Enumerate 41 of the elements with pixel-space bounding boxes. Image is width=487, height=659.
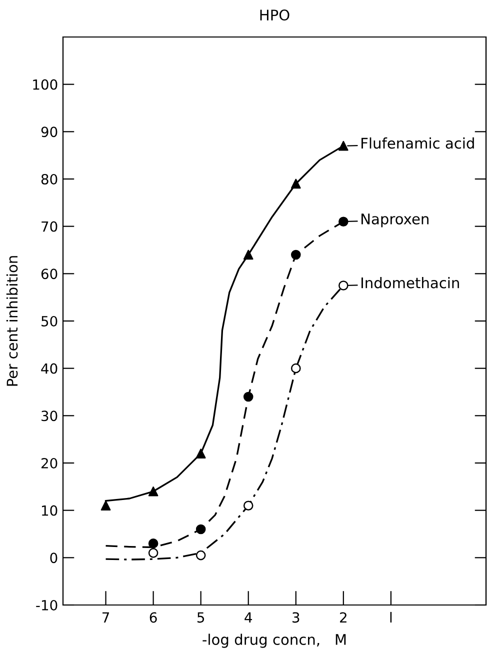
- y-tick-label: 40: [41, 363, 58, 374]
- y-axis-title: Per cent inhibition: [6, 256, 18, 386]
- point: [338, 216, 348, 227]
- y-tick-label: 100: [33, 79, 58, 90]
- point: [290, 178, 301, 189]
- legend-label: Naproxen: [362, 214, 428, 228]
- point: [243, 500, 254, 511]
- point: [148, 538, 158, 548]
- y-tick-label: 80: [41, 174, 58, 184]
- x-tick-label: 4: [244, 612, 252, 622]
- y-tick-label: 60: [41, 268, 58, 280]
- x-tick-label: 6: [150, 612, 157, 623]
- y-tick-label: 10: [42, 505, 58, 516]
- point: [196, 448, 206, 458]
- y-tick-label: 70: [42, 221, 58, 232]
- x-tick-label: 7: [102, 612, 110, 622]
- legend-label: Indomethacin: [362, 277, 459, 288]
- point: [243, 250, 254, 260]
- x-tick-label: 5: [197, 612, 204, 623]
- point: [338, 140, 348, 151]
- chart-title: HPO: [260, 10, 290, 21]
- x-tick-label: l: [390, 612, 392, 622]
- point: [196, 550, 206, 560]
- y-tick-label: 20: [41, 458, 58, 468]
- y-tick-label: 30: [42, 410, 58, 422]
- point: [148, 548, 158, 558]
- point: [148, 486, 158, 496]
- y-tick-label: 0: [50, 552, 58, 564]
- y-tick-label: 50: [42, 316, 58, 326]
- point: [243, 392, 254, 402]
- legend-label: Flufenamic acid: [362, 137, 474, 149]
- y-tick-label: -10: [36, 600, 58, 610]
- point: [338, 280, 348, 290]
- x-axis-title: -log drug concn, M: [202, 634, 346, 648]
- point: [100, 500, 111, 511]
- point: [290, 363, 301, 374]
- x-tick-label: 2: [340, 612, 346, 622]
- point: [196, 524, 206, 534]
- x-tick-label: 3: [292, 612, 300, 623]
- point: [290, 250, 301, 260]
- y-tick-label: 90: [41, 126, 58, 138]
